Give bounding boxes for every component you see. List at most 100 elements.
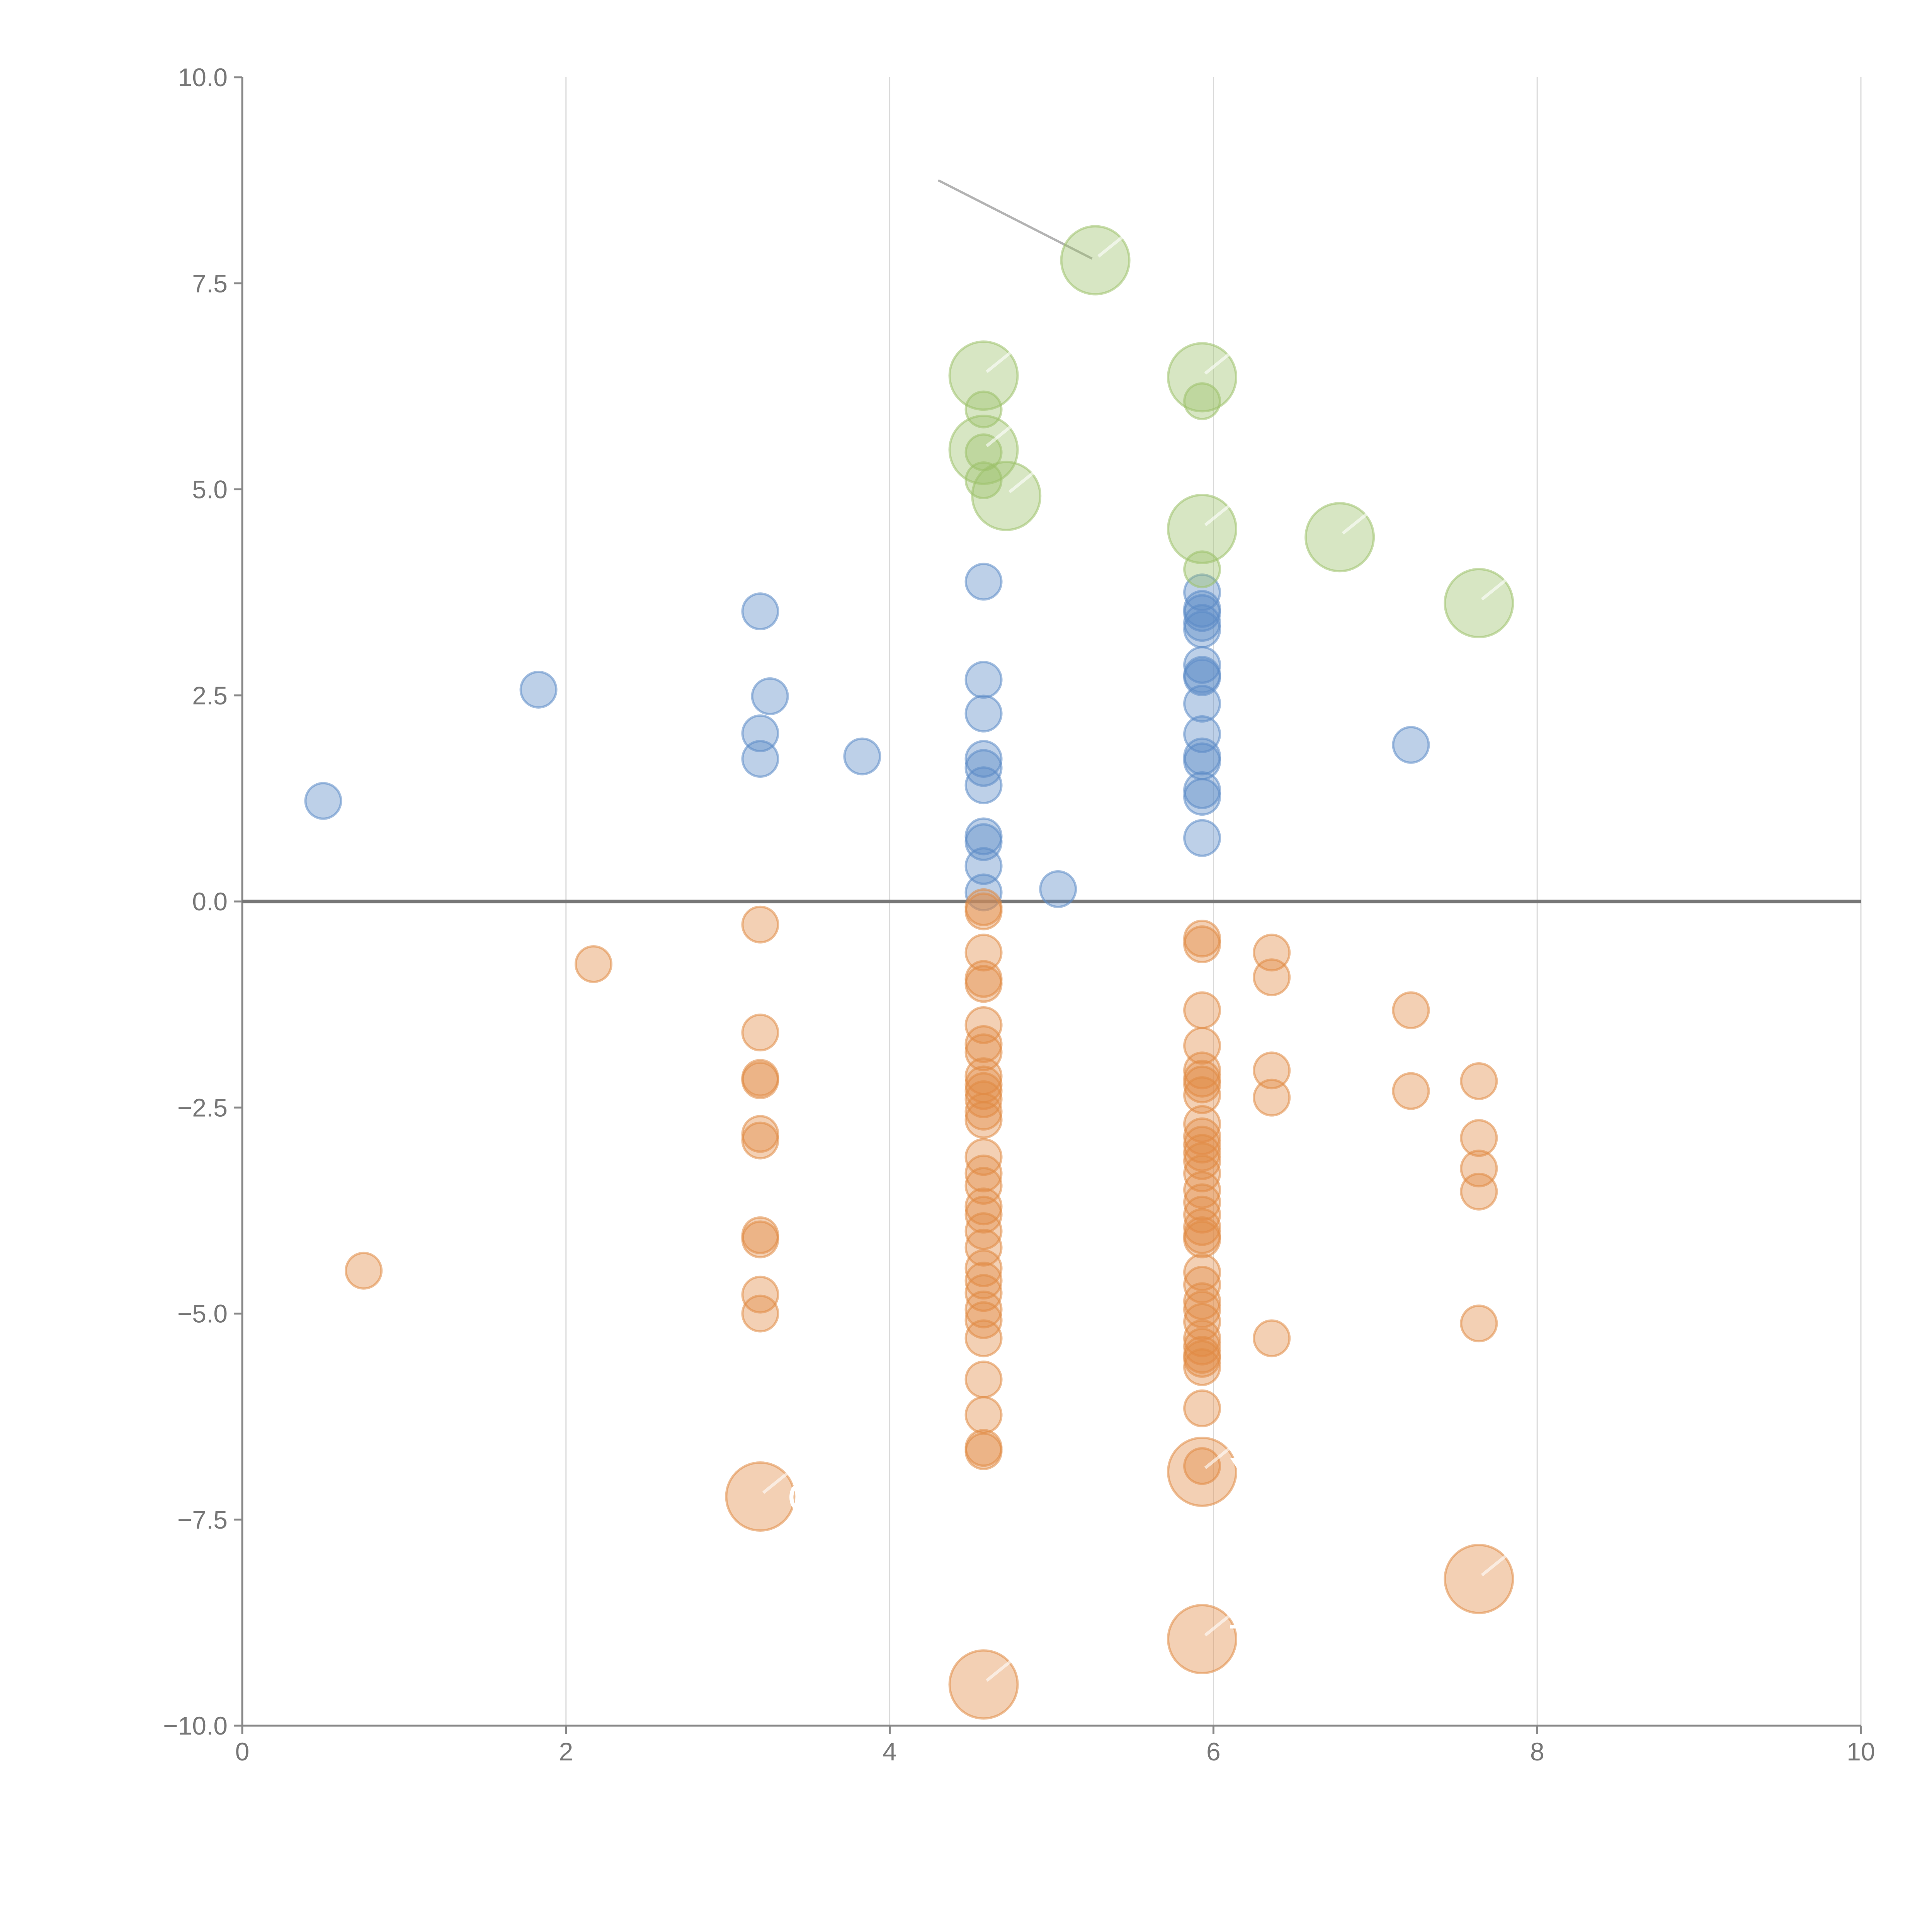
orange-point	[964, 1196, 1003, 1234]
orange-bubble	[948, 1649, 1019, 1720]
y-tick-label: 5.0	[192, 475, 228, 504]
bubble-leader-line	[1204, 1614, 1230, 1637]
blue-point	[964, 563, 1003, 601]
orange-point	[964, 1025, 1003, 1063]
green-bubble	[1167, 342, 1238, 413]
orange-point	[1183, 1126, 1221, 1164]
orange-bubble	[1444, 1544, 1514, 1614]
orange-point	[1460, 1304, 1498, 1343]
blue-point	[751, 677, 789, 715]
orange-point	[1183, 1319, 1221, 1357]
orange-point	[1460, 1119, 1498, 1157]
orange-point	[1183, 925, 1221, 963]
blue-point	[1039, 870, 1077, 908]
orange-point	[964, 1154, 1003, 1192]
blue-point	[964, 847, 1003, 885]
orange-point	[1183, 1348, 1221, 1386]
orange-point	[1460, 1172, 1498, 1211]
blue-point	[741, 592, 779, 631]
orange-point	[964, 1092, 1003, 1131]
orange-point	[964, 1361, 1003, 1399]
bubble-leader-line	[1342, 513, 1368, 535]
bubble-leader-line	[1008, 471, 1034, 493]
blue-point	[964, 873, 1003, 912]
orange-point	[964, 1212, 1003, 1250]
bubble-leader-line	[1097, 236, 1124, 258]
orange-point	[964, 1101, 1003, 1139]
orange-point	[1183, 1389, 1221, 1427]
bubble-leader-line	[1204, 1447, 1230, 1469]
blue-point	[1183, 715, 1221, 753]
bubble-leader-line	[762, 1472, 788, 1494]
blue-point	[964, 766, 1003, 804]
blue-point	[1183, 646, 1221, 684]
orange-point	[1183, 1154, 1221, 1192]
bubble-leader-line	[986, 1660, 1012, 1682]
orange-point	[741, 1294, 779, 1333]
blue-point	[304, 782, 342, 820]
blue-point	[964, 661, 1003, 699]
orange-point	[964, 1396, 1003, 1434]
orange-point	[345, 1252, 383, 1290]
blue-point	[1183, 778, 1221, 816]
orange-bubble	[1167, 1437, 1238, 1507]
y-tick-label: 7.5	[192, 269, 228, 298]
orange-point	[1253, 1319, 1291, 1357]
orange-point	[1183, 1327, 1221, 1366]
orange-point	[1183, 1290, 1221, 1328]
orange-point	[1183, 1253, 1221, 1291]
orange-point	[964, 1080, 1003, 1118]
orange-point	[1183, 1105, 1221, 1143]
orange-bubble	[725, 1461, 796, 1532]
bubble-leader-line	[986, 425, 1012, 447]
orange-point	[964, 934, 1003, 972]
y-tick-label: −10.0	[163, 1711, 228, 1740]
bubble-leader-line	[1481, 1554, 1507, 1577]
green-bubble	[1167, 493, 1238, 564]
annotation-leader-line	[937, 179, 1093, 260]
orange-point	[1183, 1134, 1221, 1172]
orange-point	[964, 892, 1003, 930]
green-bubble	[1444, 568, 1514, 638]
blue-point	[964, 694, 1003, 733]
orange-point	[1392, 1072, 1430, 1110]
orange-point	[741, 1276, 779, 1314]
y-tick-label: 10.0	[178, 63, 228, 92]
green-bubble	[1060, 225, 1131, 296]
orange-point	[964, 1006, 1003, 1044]
orange-point	[964, 1290, 1003, 1328]
x-tick-label: 8	[1530, 1737, 1544, 1766]
green-bubble	[971, 461, 1042, 531]
blue-point	[741, 740, 779, 778]
blue-point	[1183, 658, 1221, 696]
orange-point	[964, 1432, 1003, 1470]
x-tick-label: 2	[559, 1737, 573, 1766]
blue-point	[1392, 726, 1430, 764]
orange-point	[1183, 1208, 1221, 1246]
orange-point	[1183, 991, 1221, 1029]
blue-point	[1183, 594, 1221, 632]
y-tick-label: −2.5	[177, 1093, 228, 1122]
orange-point	[741, 1220, 779, 1259]
orange-point	[741, 1121, 779, 1160]
orange-point	[1253, 958, 1291, 997]
orange-point	[964, 1138, 1003, 1176]
blue-point	[1183, 611, 1221, 649]
blue-point	[1183, 685, 1221, 723]
orange-point	[741, 1061, 779, 1099]
bubble-leader-line	[1204, 504, 1230, 526]
orange-point	[1460, 1062, 1498, 1100]
bubble-leader-line	[1481, 578, 1507, 600]
y-tick-label: 2.5	[192, 681, 228, 710]
orange-point	[1183, 1142, 1221, 1180]
orange-point	[1183, 1065, 1221, 1104]
orange-point	[964, 965, 1003, 1003]
bubble-label: T	[1229, 1616, 1255, 1664]
blue-point	[1183, 819, 1221, 857]
blue-point	[519, 670, 558, 709]
y-tick-label: −5.0	[177, 1299, 228, 1328]
orange-point	[1183, 1340, 1221, 1378]
orange-point	[1253, 1051, 1291, 1090]
orange-bubble	[1167, 1604, 1238, 1675]
